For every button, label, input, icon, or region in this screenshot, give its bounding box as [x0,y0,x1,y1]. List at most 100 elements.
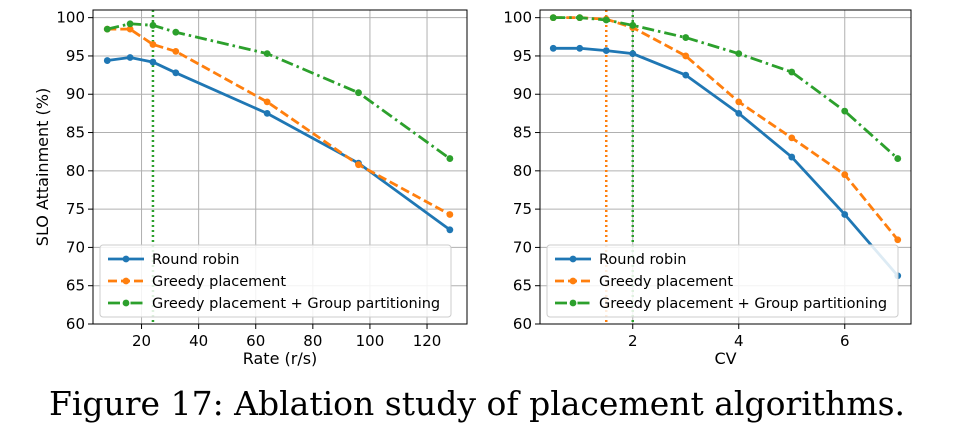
left-data-point [149,58,157,66]
left-chart: 20 40 60 80 100 120 60 65 70 75 80 85 90 95 100 Rate (… [33,9,468,368]
right-data-point [682,71,690,79]
right-y-tick-label: 100 [503,9,532,27]
right-data-point [788,134,796,142]
left-data-point [126,25,134,33]
left-data-point [355,161,362,169]
left-data-point [103,25,111,33]
right-legend-marker [569,255,577,263]
left-data-point [263,50,271,58]
right-legend-label: Greedy placement [599,274,733,290]
left-data-point [149,41,157,48]
left-x-axis-label: Rate (r/s) [243,349,318,368]
left-y-tick-label: 70 [66,238,85,256]
right-data-point [682,34,690,41]
right-legend: Round robin Greedy placement Greedy placem… [546,244,899,318]
left-x-tick-label: 120 [413,332,442,350]
right-series-line [553,16,899,160]
left-x-tick-label: 40 [189,332,208,350]
left-data-point [172,47,180,55]
right-series [549,14,902,280]
left-data-point [126,20,134,28]
left-legend-label: Greedy placement [152,274,286,290]
left-plot-frame [92,9,468,325]
right-x-tick-label: 4 [734,332,744,350]
right-y-tick-label: 95 [513,47,532,65]
right-x-tick-label: 2 [628,332,638,350]
left-data-point [446,155,454,162]
right-data-point [629,50,637,58]
right-data-point [841,171,849,179]
left-data-point [126,54,134,61]
right-data-point [549,14,557,22]
left-legend-marker [122,255,130,263]
right-data-point [576,14,584,22]
right-data-point [788,68,796,76]
left-series-line [107,27,451,216]
left-legend-marker [122,277,130,285]
figure-canvas: 20 40 60 80 100 120 60 65 70 75 80 85 90 95 100 Rate (… [33,9,912,368]
right-legend-label: Round robin [599,252,686,268]
right-data-point [735,98,743,106]
left-x-tick-label: 20 [132,332,151,350]
left-data-point [149,21,157,29]
left-y-tick-label: 95 [66,47,85,65]
left-legend-marker [122,299,130,307]
left-data-point [263,109,271,117]
left-y-tick-label: 60 [66,315,85,333]
left-series-line [107,56,451,231]
right-plot-frame [539,9,912,325]
right-ticks: 2 4 6 60 65 70 75 80 85 90 95 100 [503,9,849,350]
right-legend-box [546,244,899,318]
right-y-tick-label: 85 [513,124,532,142]
right-data-point [629,21,637,29]
right-y-tick-label: 80 [513,162,532,180]
right-y-tick-label: 75 [513,200,532,218]
right-data-point [735,50,743,58]
right-legend-marker [569,299,577,307]
left-data-point [446,226,454,234]
right-legend-label: Greedy placement + Group partitioning [599,296,887,312]
left-y-tick-label: 85 [66,124,85,142]
left-x-tick-label: 100 [356,332,385,350]
left-data-point [355,89,362,97]
right-x-axis-label: CV [714,349,736,368]
left-legend: Round robin Greedy placement Greedy placem… [99,244,452,318]
right-chart: 2 4 6 60 65 70 75 80 85 90 95 100 CV Round robin Gre… [503,9,912,368]
left-y-tick-label: 80 [66,162,85,180]
left-ticks: 20 40 60 80 100 120 60 65 70 75 80 85 90 95 100 [56,9,441,350]
left-x-tick-label: 80 [303,332,322,350]
right-data-point [788,153,796,161]
right-y-tick-label: 60 [513,315,532,333]
right-y-tick-label: 65 [513,277,532,295]
right-data-point [602,16,610,24]
left-data-point [172,69,180,77]
left-y-tick-label: 100 [56,9,85,27]
right-legend-marker [569,277,577,285]
left-legend-label: Round robin [152,252,239,268]
left-x-tick-label: 60 [246,332,265,350]
left-y-tick-label: 65 [66,277,85,295]
left-data-point [103,57,111,64]
right-series-line [553,46,899,277]
left-y-tick-label: 75 [66,200,85,218]
left-series [103,20,454,234]
left-gridlines [93,10,467,325]
right-series-line [553,16,899,241]
right-y-tick-label: 70 [513,238,532,256]
left-y-tick-label: 90 [66,85,85,103]
right-data-point [894,155,902,162]
right-data-point [735,109,743,117]
figure-caption: Figure 17: Ablation study of placement a… [48,384,906,423]
right-data-point [894,236,902,244]
left-data-point [446,211,454,218]
right-data-point [682,52,690,60]
right-data-point [576,44,584,52]
left-series-line [106,22,451,160]
right-y-tick-label: 90 [513,85,532,103]
left-legend-box [99,244,452,318]
right-x-tick-label: 6 [840,332,850,350]
right-data-point [841,211,849,218]
left-y-axis-label: SLO Attainment (%) [33,88,52,246]
left-legend-label: Greedy placement + Group partitioning [152,296,440,312]
left-data-point [172,28,180,36]
